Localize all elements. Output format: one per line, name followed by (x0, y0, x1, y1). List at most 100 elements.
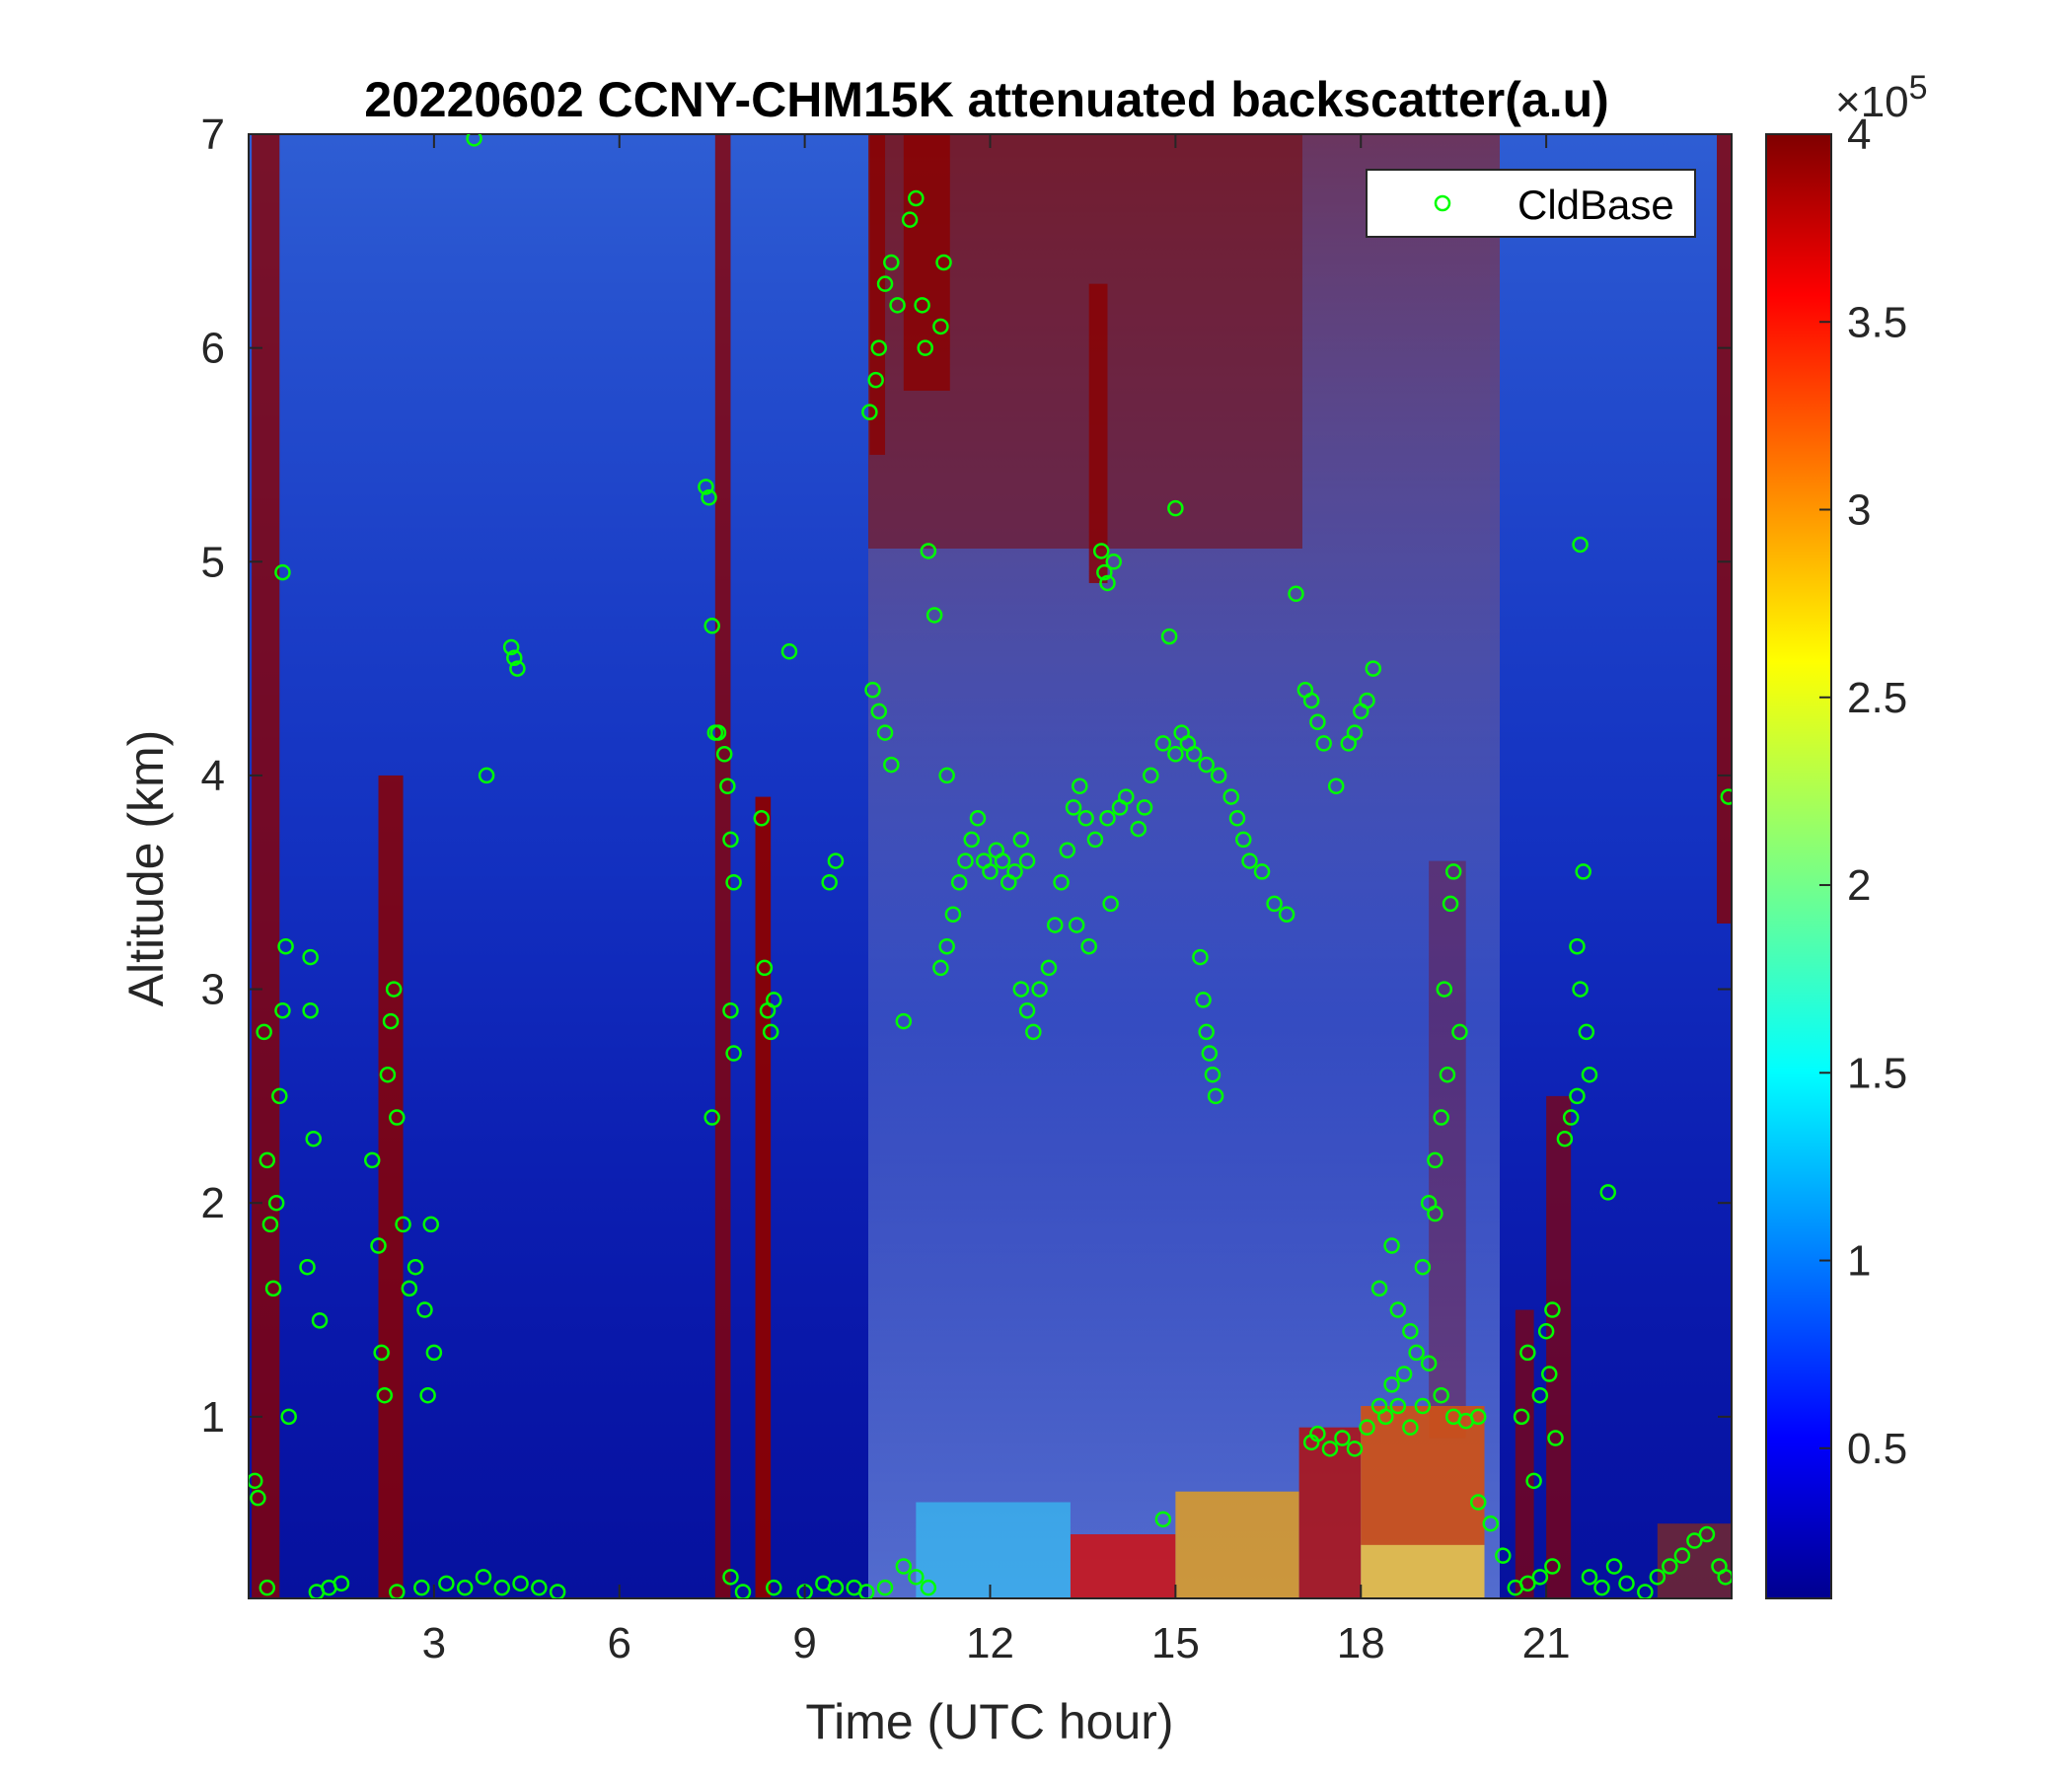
cldbase-point (1018, 852, 1036, 869)
boundary-layer-signal (1657, 1523, 1732, 1598)
cldbase-point (1433, 1109, 1449, 1126)
cldbase-point (870, 703, 888, 720)
colorbar-tick-label: 3 (1847, 486, 1871, 535)
cldbase-point (413, 1579, 430, 1596)
cldbase-point (1402, 1322, 1419, 1340)
cldbase-point (1593, 1579, 1610, 1596)
cldbase-point (703, 618, 720, 634)
cldbase-point (1556, 1130, 1574, 1147)
cldbase-point (478, 767, 495, 784)
cldbase-point (938, 937, 955, 955)
cldbase-point (870, 339, 888, 356)
x-tick-label: 12 (966, 1619, 1014, 1667)
cldbase-point (549, 1584, 566, 1598)
cldbase-point (274, 563, 291, 581)
cldbase-point (267, 1194, 285, 1212)
boundary-layer-signal (1361, 1406, 1485, 1545)
colorbar-tick-label: 2.5 (1847, 674, 1907, 722)
cldbase-point (466, 134, 482, 147)
cldbase-point (1130, 820, 1147, 838)
cldbase-point (1006, 863, 1023, 880)
cldbase-point (277, 937, 294, 955)
backscatter-column (1515, 1309, 1534, 1598)
cldbase-point (780, 643, 798, 660)
cldbase-point (1105, 554, 1122, 570)
y-axis-label: Altitude (km) (118, 730, 174, 1007)
cldbase-point (1649, 1569, 1666, 1586)
colorbar-tick-label: 1 (1847, 1237, 1871, 1286)
cldbase-point (261, 1216, 279, 1233)
cldbase-point (858, 1584, 875, 1598)
cldbase-point (1513, 1408, 1530, 1426)
cldbase-point (311, 1312, 329, 1329)
cldbase-point (1309, 1425, 1326, 1443)
cldbase-point (1118, 788, 1135, 805)
cldbase-point (963, 831, 980, 849)
cldbase-point (385, 981, 403, 998)
cldbase-point (1569, 1087, 1586, 1105)
cldbase-point (722, 831, 739, 849)
cldbase-point (1581, 1066, 1598, 1083)
cldbase-point (1228, 810, 1246, 827)
cldbase-point (401, 1280, 418, 1297)
cldbase-point (1469, 1494, 1487, 1511)
y-tick-label: 7 (201, 111, 225, 159)
cldbase-point (249, 1472, 263, 1490)
cldbase-point (719, 777, 736, 795)
cldbase-point (1519, 1575, 1536, 1592)
cldbase-point (982, 863, 999, 880)
cldbase-point (827, 852, 845, 869)
cldbase-point (250, 1489, 266, 1507)
cldbase-point (864, 682, 881, 699)
cldbase-point (1717, 1569, 1732, 1586)
cldbase-point (766, 992, 782, 1008)
y-axis-ticks: 1 2 3 4 5 6 7 (201, 111, 1732, 1442)
cldbase-point (456, 1579, 474, 1596)
cldbase-point (725, 873, 742, 891)
y-tick-label: 1 (201, 1393, 225, 1442)
heatmap-high-signal-right (1717, 134, 1732, 924)
cldbase-point (1241, 852, 1258, 869)
cldbase-point (264, 1280, 282, 1297)
cldbase-point (1427, 1205, 1443, 1222)
cldbase-point (1531, 1569, 1549, 1586)
cldbase-point (938, 767, 955, 784)
cldbase-point (1201, 1045, 1219, 1062)
cldbase-point (725, 1045, 742, 1062)
cldbase-point (305, 1130, 323, 1147)
cldbase-point (1288, 585, 1304, 603)
cldbase-point (373, 1344, 390, 1362)
cldbase-point (1442, 895, 1459, 913)
cldbase-point (1525, 1472, 1542, 1490)
cldbase-point (1451, 1023, 1468, 1041)
cldbase-point (1389, 1301, 1407, 1318)
cldbase-point (827, 1579, 845, 1596)
cldbase-point (935, 254, 952, 271)
cldbase-point (1377, 1408, 1394, 1426)
cldbase-point (876, 275, 894, 292)
cldbase-point (1365, 660, 1382, 677)
cldbase-point (895, 1558, 913, 1575)
cldbase-point (1359, 1419, 1375, 1436)
cldbase-point (895, 1012, 913, 1030)
y-tick-label: 3 (201, 966, 225, 1014)
cldbase-point (1012, 981, 1030, 998)
cldbase-point (756, 959, 774, 977)
backscatter-column (1429, 860, 1466, 1439)
cldbase-point (1686, 1532, 1703, 1549)
cldbase-point (908, 189, 925, 207)
cldbase-point (722, 1001, 739, 1019)
legend-marker-icon (1434, 194, 1451, 212)
cldbase-point (1436, 981, 1453, 998)
cldbase-point (1278, 906, 1295, 923)
x-axis-ticks: 3 6 9 12 15 18 21 (422, 134, 1571, 1667)
cldbase-point (1065, 799, 1082, 816)
cldbase-point (389, 1584, 406, 1598)
cldbase-point (1408, 1344, 1425, 1362)
legend-label: CldBase (1517, 182, 1674, 228)
cldbase-point (1102, 895, 1119, 913)
cldbase-point (1077, 810, 1094, 827)
cldbase-point (1346, 1441, 1364, 1457)
cldbase-point (715, 746, 733, 763)
cldbase-point (333, 1575, 350, 1592)
